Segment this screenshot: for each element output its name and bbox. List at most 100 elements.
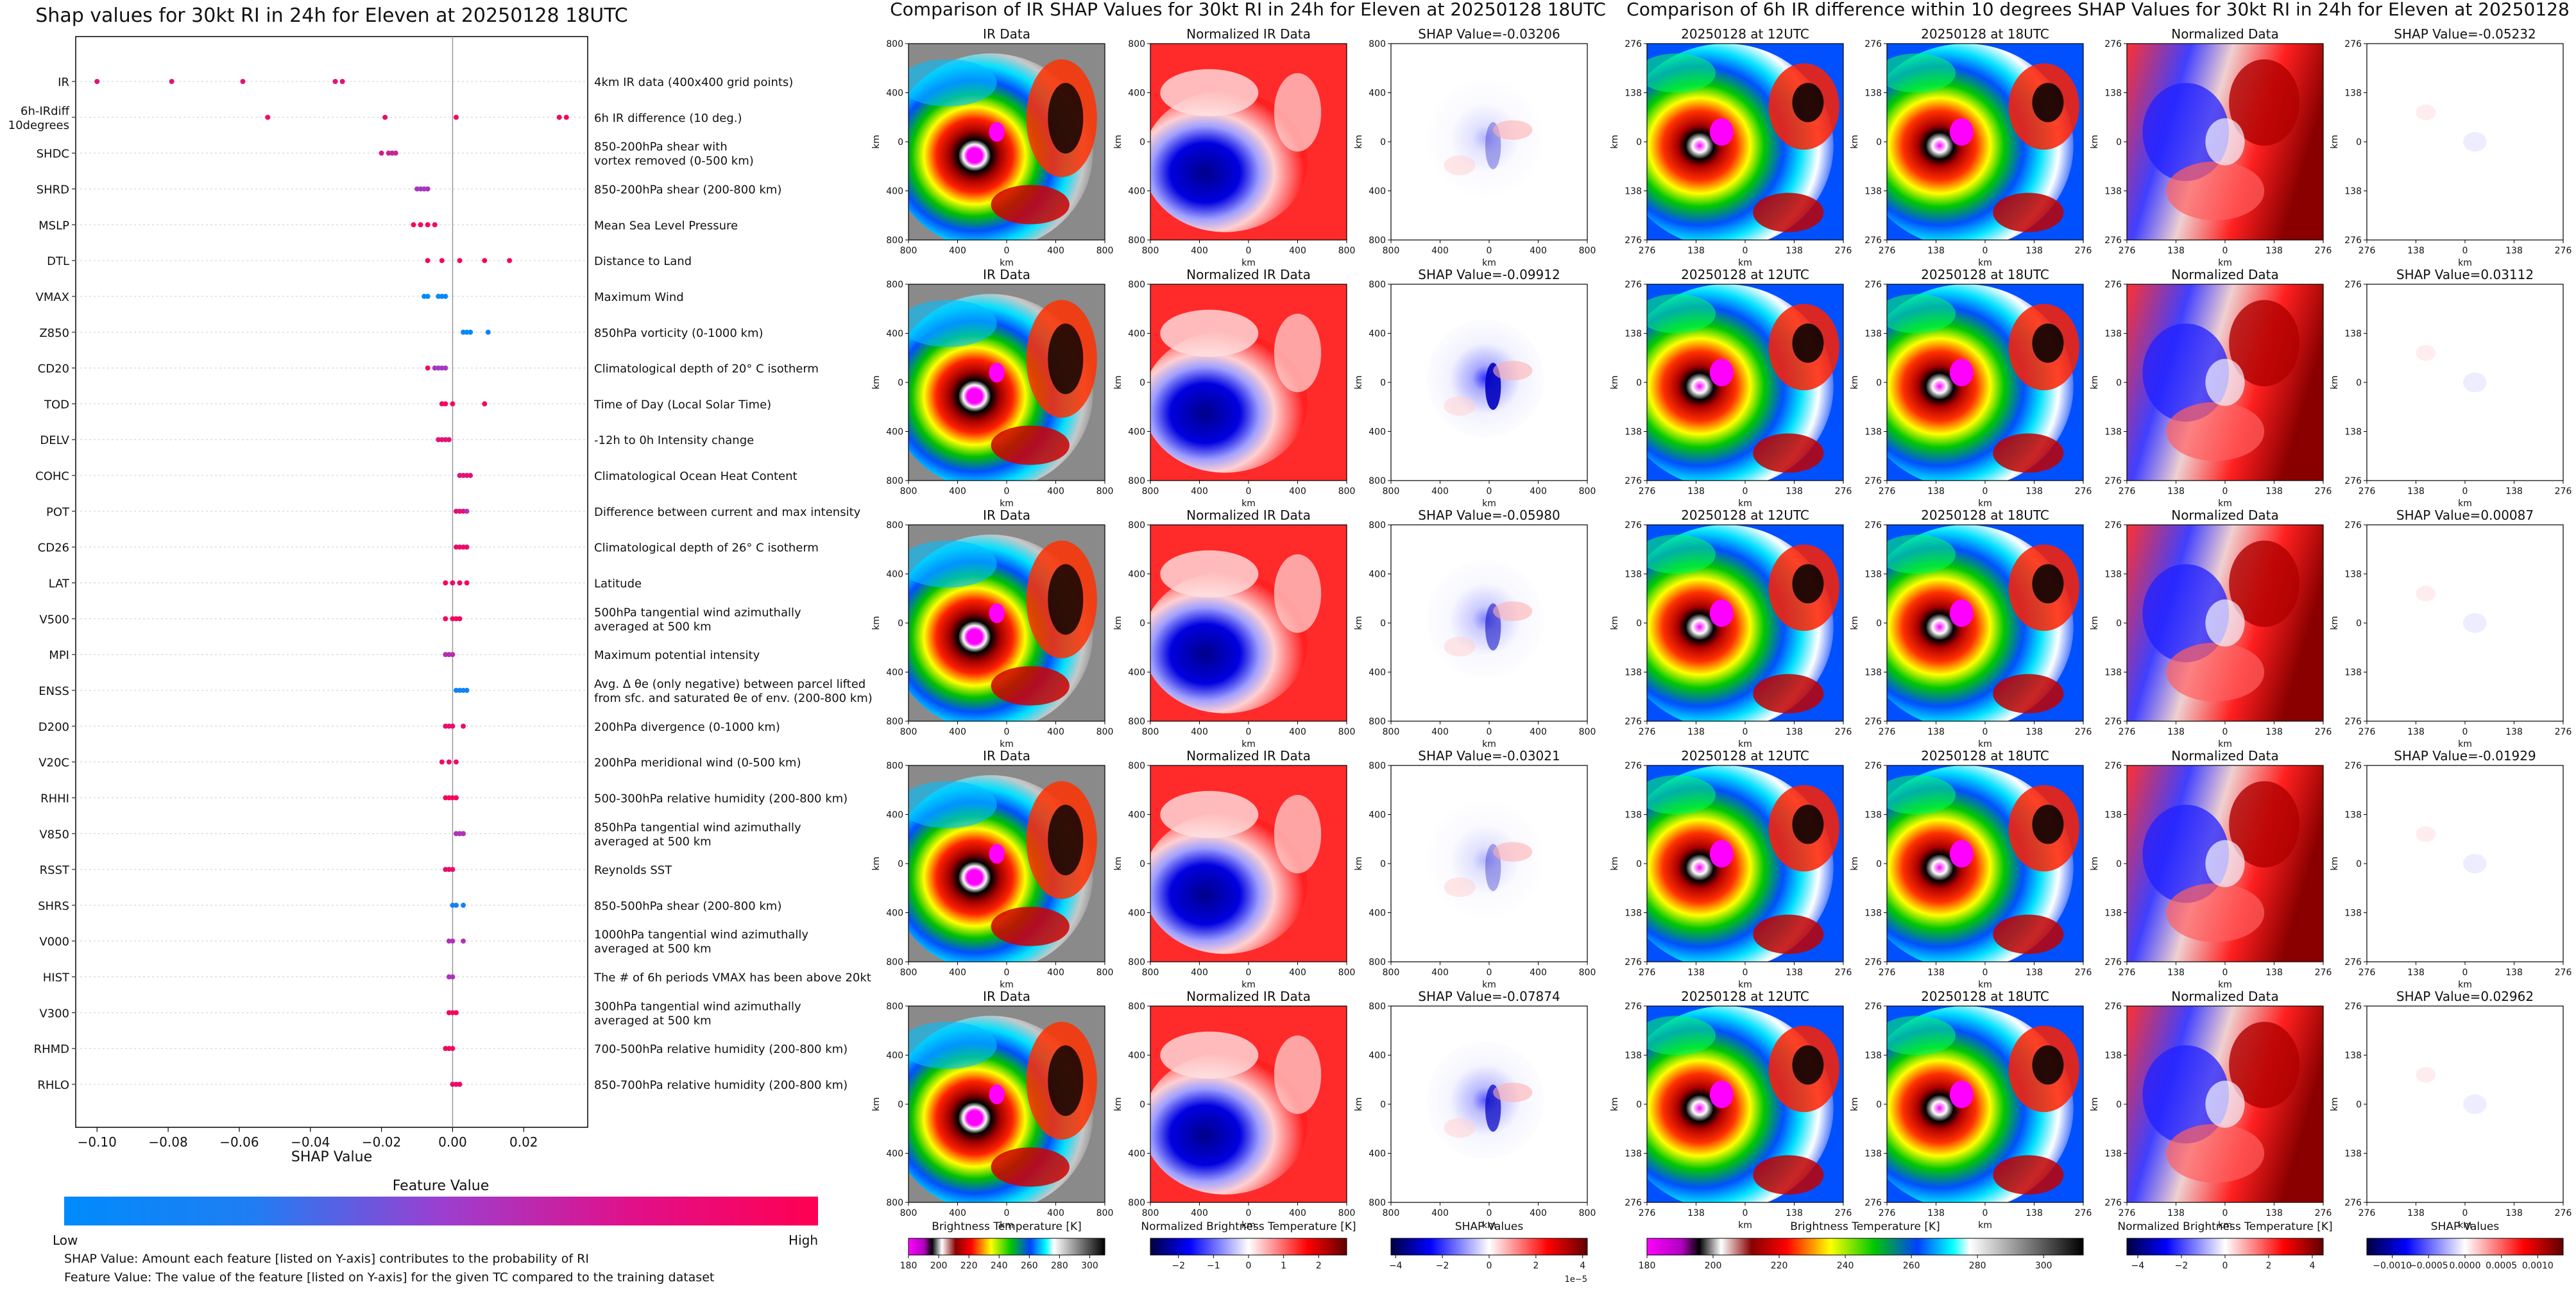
x-axis-label: km bbox=[1482, 258, 1496, 268]
y-tick-label: 276 bbox=[1864, 280, 1882, 290]
x-tick-label: 276 bbox=[2119, 1208, 2136, 1218]
shap-point bbox=[422, 186, 427, 192]
cloud-feature bbox=[2142, 564, 2230, 663]
x-axis-label: km bbox=[1000, 980, 1014, 990]
y-tick-label: 800 bbox=[1128, 717, 1145, 727]
cloud-feature bbox=[1493, 842, 1533, 862]
y-tick-label: 800 bbox=[1369, 1002, 1386, 1012]
feature-label: CD20 bbox=[38, 363, 69, 376]
y-tick-label: 0 bbox=[898, 137, 903, 148]
x-tick-label: 276 bbox=[2358, 968, 2376, 978]
feature-description: 700-500hPa relative humidity (200-800 km… bbox=[594, 1043, 848, 1056]
cloud-feature bbox=[1993, 1155, 2064, 1195]
panel-title: Normalized Data bbox=[2171, 26, 2279, 42]
shap-point bbox=[461, 831, 466, 837]
panel-title: SHAP Value=-0.05232 bbox=[2394, 26, 2536, 42]
x-tick-label: 800 bbox=[900, 486, 917, 497]
x-tick-label: 400 bbox=[1530, 968, 1547, 978]
cloud-feature bbox=[1426, 801, 1544, 919]
x-tick-label: 276 bbox=[2119, 486, 2136, 497]
panel-title: SHAP Value=-0.03206 bbox=[1418, 26, 1560, 42]
y-axis-label: km bbox=[2330, 135, 2340, 149]
feature-label: SHRS bbox=[38, 900, 69, 913]
x-tick-label: −0.08 bbox=[148, 1134, 187, 1150]
x-tick-label: 0 bbox=[1246, 246, 1252, 256]
cloud-feature bbox=[1709, 599, 1734, 627]
cloud-feature bbox=[2462, 853, 2487, 874]
colorbar-gradient bbox=[2366, 1238, 2564, 1256]
y-tick-label: 276 bbox=[2344, 761, 2362, 771]
x-tick-label: 400 bbox=[1431, 727, 1449, 737]
y-tick-label: 138 bbox=[2104, 329, 2122, 339]
y-tick-label: 0 bbox=[1636, 859, 1642, 869]
cloud-feature bbox=[2166, 161, 2265, 221]
y-axis-label: km bbox=[871, 616, 882, 630]
x-tick-label: 276 bbox=[2315, 246, 2332, 256]
cloud-feature bbox=[2142, 1045, 2230, 1144]
x-tick-label: 0 bbox=[1983, 246, 1988, 256]
y-tick-label: 276 bbox=[1625, 1198, 1642, 1208]
shap-point bbox=[382, 114, 388, 120]
x-tick-label: 800 bbox=[1579, 1208, 1596, 1218]
x-tick-label: 0 bbox=[2222, 968, 2228, 978]
x-tick-label: 138 bbox=[2026, 1208, 2043, 1218]
panel-title: 20250128 at 18UTC bbox=[1921, 508, 2049, 523]
panel-title: IR Data bbox=[983, 508, 1030, 523]
y-tick-label: 0 bbox=[898, 1100, 903, 1110]
feature-description: Distance to Land bbox=[594, 255, 692, 268]
x-tick-label: 276 bbox=[2075, 486, 2092, 497]
cloud-feature bbox=[991, 185, 1070, 225]
feature-description: 850hPa vorticity (0-1000 km) bbox=[594, 327, 763, 340]
cloud-feature bbox=[1426, 560, 1544, 678]
panel-title: Normalized IR Data bbox=[1186, 26, 1311, 42]
x-tick-label: 0 bbox=[1004, 727, 1010, 737]
shap-point bbox=[439, 401, 445, 407]
shap-point bbox=[450, 580, 456, 586]
colorbar-tick-label: 2 bbox=[1533, 1261, 1539, 1271]
cloud-feature bbox=[908, 59, 997, 107]
shap-point bbox=[386, 150, 391, 156]
y-tick-label: 0 bbox=[1139, 619, 1145, 629]
cloud-feature bbox=[1493, 601, 1533, 621]
ir-section-title: Comparison of IR SHAP Values for 30kt RI… bbox=[890, 0, 1606, 20]
colorbar-tick-label: −2 bbox=[2175, 1261, 2188, 1271]
shap-point bbox=[414, 186, 420, 192]
cloud-feature bbox=[2229, 781, 2300, 868]
y-tick-label: 800 bbox=[1128, 957, 1145, 968]
x-tick-label: 276 bbox=[1835, 486, 1852, 497]
y-tick-label: 276 bbox=[1864, 39, 1882, 49]
x-tick-label: −0.02 bbox=[362, 1134, 401, 1150]
x-tick-label: 0 bbox=[1004, 246, 1010, 256]
x-tick-label: 400 bbox=[1047, 1208, 1064, 1218]
x-tick-label: 400 bbox=[949, 246, 966, 256]
feature-description: 850-200hPa shear (200-800 km) bbox=[594, 183, 781, 196]
cloud-feature bbox=[1150, 572, 1308, 713]
cloud-feature bbox=[2166, 883, 2265, 943]
colorbar-tick-label: −0.0005 bbox=[2409, 1261, 2448, 1271]
x-tick-label: 400 bbox=[1530, 486, 1547, 497]
x-tick-label: 800 bbox=[900, 246, 917, 256]
x-tick-label: 276 bbox=[2555, 1208, 2572, 1218]
cloud-feature bbox=[2032, 564, 2064, 604]
feature-label: DTL bbox=[47, 255, 69, 268]
y-tick-label: 0 bbox=[1876, 378, 1882, 388]
feature-description: 1000hPa tangential wind azimuthally bbox=[594, 928, 808, 942]
feature-label: LAT bbox=[49, 577, 70, 591]
shap-point bbox=[439, 365, 445, 371]
shap-point bbox=[468, 473, 473, 479]
shap-point bbox=[453, 687, 459, 693]
x-tick-label: 0 bbox=[1004, 1208, 1010, 1218]
shap-point bbox=[453, 831, 459, 837]
shap-point bbox=[443, 1046, 448, 1052]
colorbar-tick-label: 0.0000 bbox=[2450, 1261, 2481, 1271]
y-tick-label: 800 bbox=[1369, 39, 1386, 49]
cloud-feature bbox=[1792, 83, 1824, 123]
cloud-feature bbox=[1160, 550, 1259, 598]
y-tick-label: 0 bbox=[1139, 137, 1145, 148]
y-tick-label: 800 bbox=[886, 39, 903, 49]
